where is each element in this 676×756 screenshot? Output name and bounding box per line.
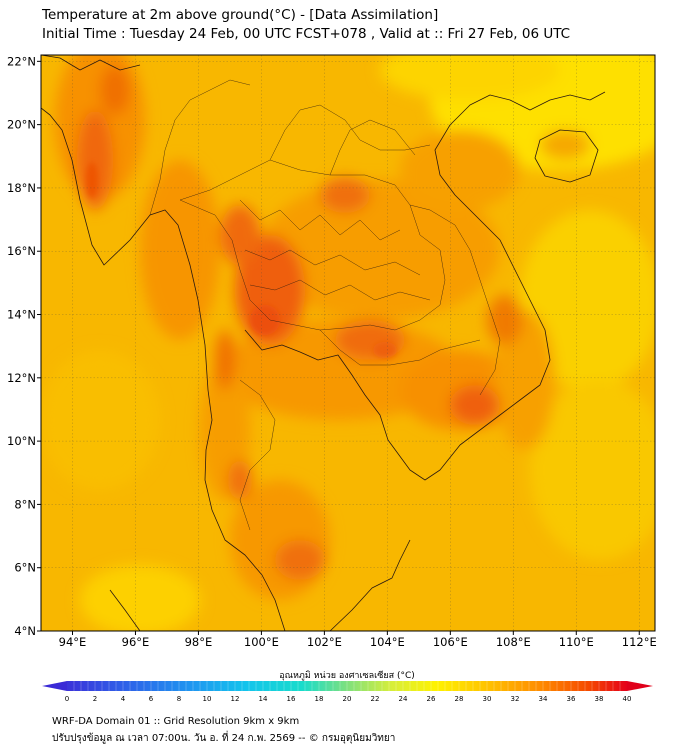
colorbar-tick-label: 22 [371, 695, 380, 703]
lon-axis: 94°E 96°E 98°E 100°E 102°E 104°E 106°E 108°E 110… [59, 631, 657, 649]
lat-tick-label: 12°N [7, 371, 36, 385]
colorbar-tick-label: 6 [149, 695, 154, 703]
colorbar-tick-label: 0 [65, 695, 69, 703]
colorbar: อุณหภูมิ หน่วย องศาเซลเซียส (°C) 0 2 4 6 8 10… [42, 670, 653, 703]
lat-tick-label: 18°N [7, 181, 36, 195]
colorbar-tick-label: 2 [93, 695, 97, 703]
colorbar-under-arrow [42, 681, 67, 691]
lat-tick-label: 6°N [14, 561, 36, 575]
lat-tick-label: 22°N [7, 54, 36, 68]
temperature-map: 94°E 96°E 98°E 100°E 102°E 104°E 106°E 108°E 110… [7, 54, 657, 703]
lon-tick-label: 104°E [370, 635, 405, 649]
chart-title: Temperature at 2m above ground(°C) - [Da… [42, 7, 439, 23]
lon-tick-label: 102°E [307, 635, 342, 649]
colorbar-tick-label: 38 [595, 695, 604, 703]
colorbar-tick-label: 18 [315, 695, 324, 703]
lon-tick-label: 96°E [122, 635, 150, 649]
colorbar-tick-label: 10 [203, 695, 212, 703]
lon-tick-label: 106°E [433, 635, 468, 649]
lon-tick-label: 94°E [59, 635, 87, 649]
admin-borders [149, 79, 501, 531]
lat-tick-label: 10°N [7, 434, 36, 448]
colorbar-tick-label: 34 [539, 695, 548, 703]
map-frame [40, 54, 656, 632]
lon-tick-label: 98°E [185, 635, 213, 649]
lat-tick-label: 20°N [7, 118, 36, 132]
lon-tick-label: 112°E [622, 635, 657, 649]
lon-tick-label: 110°E [559, 635, 594, 649]
colorbar-tick-label: 12 [231, 695, 240, 703]
colorbar-tick-label: 28 [455, 695, 464, 703]
lat-tick-label: 16°N [7, 244, 36, 258]
colorbar-tick-label: 16 [287, 695, 296, 703]
lat-tick-label: 4°N [14, 624, 36, 638]
colorbar-label: อุณหภูมิ หน่วย องศาเซลเซียส (°C) [279, 670, 415, 681]
colorbar-tick-label: 4 [121, 695, 126, 703]
update-info: ปรับปรุงข้อมูล ณ เวลา 07:00น. วัน อ. ที่… [52, 733, 396, 744]
colorbar-tick-label: 26 [427, 695, 436, 703]
colorbar-tick-label: 24 [399, 695, 408, 703]
lon-tick-label: 100°E [244, 635, 279, 649]
colorbar-tick-label: 8 [177, 695, 181, 703]
model-info: WRF-DA Domain 01 :: Grid Resolution 9km … [52, 716, 300, 727]
colorbar-tick-label: 14 [259, 695, 268, 703]
colorbar-tick-label: 40 [623, 695, 632, 703]
chart-subtitle: Initial Time : Tuesday 24 Feb, 00 UTC FC… [42, 26, 571, 42]
colorbar-tick-label: 32 [511, 695, 520, 703]
colorbar-tick-label: 36 [567, 695, 576, 703]
colorbar-tick-label: 20 [343, 695, 352, 703]
coastlines [41, 55, 606, 631]
lon-tick-label: 108°E [496, 635, 531, 649]
colorbar-tick-label: 30 [483, 695, 492, 703]
temperature-field [41, 55, 655, 631]
lat-tick-label: 8°N [14, 497, 36, 511]
colorbar-over-arrow [627, 681, 653, 691]
lat-tick-label: 14°N [7, 308, 36, 322]
lat-axis: 4°N 6°N 8°N 10°N 12°N 14°N 16°N 18°N 20°N 22°N [7, 54, 41, 638]
